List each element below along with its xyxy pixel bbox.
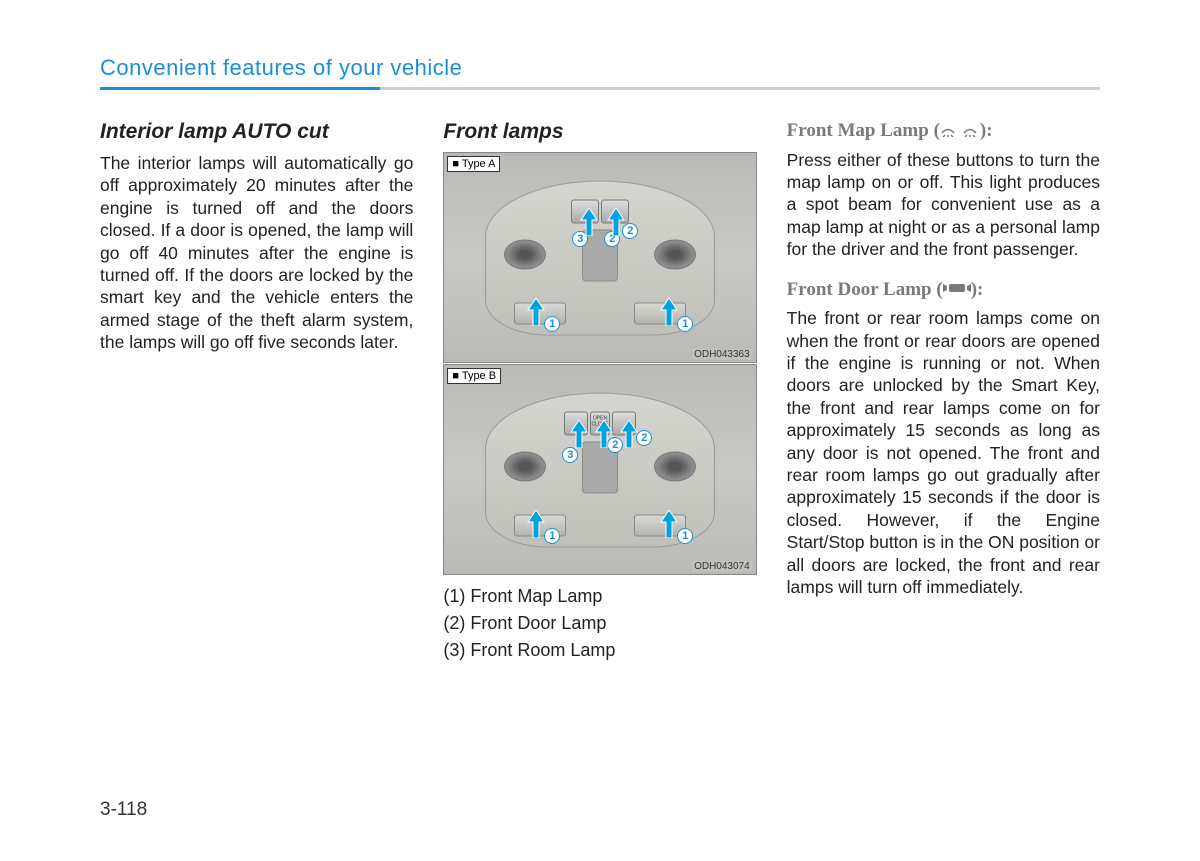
header-rule	[100, 87, 1100, 90]
column-3: Front Map Lamp (): Press either of these…	[787, 120, 1100, 664]
fig-a-code: ODH043363	[692, 349, 752, 360]
map-light-right	[654, 451, 696, 481]
arrow-icon	[579, 208, 599, 236]
callout-1b: 1	[677, 316, 693, 332]
map-lamp-icon	[940, 121, 980, 143]
arrow-icon	[659, 510, 679, 538]
arrow-icon	[606, 208, 626, 236]
page-header: Convenient features of your vehicle	[100, 55, 1100, 90]
callout-1b: 1	[677, 528, 693, 544]
map-light-right	[654, 239, 696, 269]
arrow-icon	[659, 298, 679, 326]
chapter-title: Convenient features of your vehicle	[100, 55, 1100, 81]
map-light-left	[504, 451, 546, 481]
map-lamp-body: Press either of these buttons to turn th…	[787, 149, 1100, 261]
type-a-label: ■ Type A	[447, 156, 500, 172]
door-lamp-heading: Front Door Lamp ():	[787, 279, 1100, 302]
content-columns: Interior lamp AUTO cut The interior lamp…	[100, 120, 1100, 664]
type-b-label: ■ Type B	[447, 368, 501, 384]
figure-type-b: ■ Type B ODH043074 OPENCLOSE	[443, 364, 756, 575]
door-lamp-body: The front or rear room lamps come on whe…	[787, 307, 1100, 598]
arrow-icon	[594, 420, 614, 448]
overhead-console-a	[485, 180, 715, 335]
overhead-console-b: OPENCLOSE	[485, 392, 715, 547]
col1-body: The interior lamps will automatically go…	[100, 152, 413, 354]
column-1: Interior lamp AUTO cut The interior lamp…	[100, 120, 413, 664]
col2-heading: Front lamps	[443, 120, 756, 144]
legend-3: (3) Front Room Lamp	[443, 637, 756, 664]
arrow-icon	[526, 298, 546, 326]
column-2: Front lamps ■ Type A ODH043363	[443, 120, 756, 664]
col1-heading: Interior lamp AUTO cut	[100, 120, 413, 144]
page-number: 3-118	[100, 799, 147, 821]
figure-type-a: ■ Type A ODH043363 3	[443, 152, 756, 363]
heading-text: ):	[971, 279, 984, 300]
arrow-icon	[619, 420, 639, 448]
legend-2: (2) Front Door Lamp	[443, 610, 756, 637]
legend-1: (1) Front Map Lamp	[443, 583, 756, 610]
map-light-left	[504, 239, 546, 269]
map-lamp-heading: Front Map Lamp ():	[787, 120, 1100, 143]
arrow-icon	[526, 510, 546, 538]
figure-legend: (1) Front Map Lamp (2) Front Door Lamp (…	[443, 583, 756, 664]
heading-text: Front Door Lamp (	[787, 279, 943, 300]
heading-text: Front Map Lamp (	[787, 120, 940, 141]
door-lamp-icon	[943, 279, 971, 301]
fig-b-code: ODH043074	[692, 561, 752, 572]
heading-text: ):	[980, 120, 993, 141]
arrow-icon	[569, 420, 589, 448]
